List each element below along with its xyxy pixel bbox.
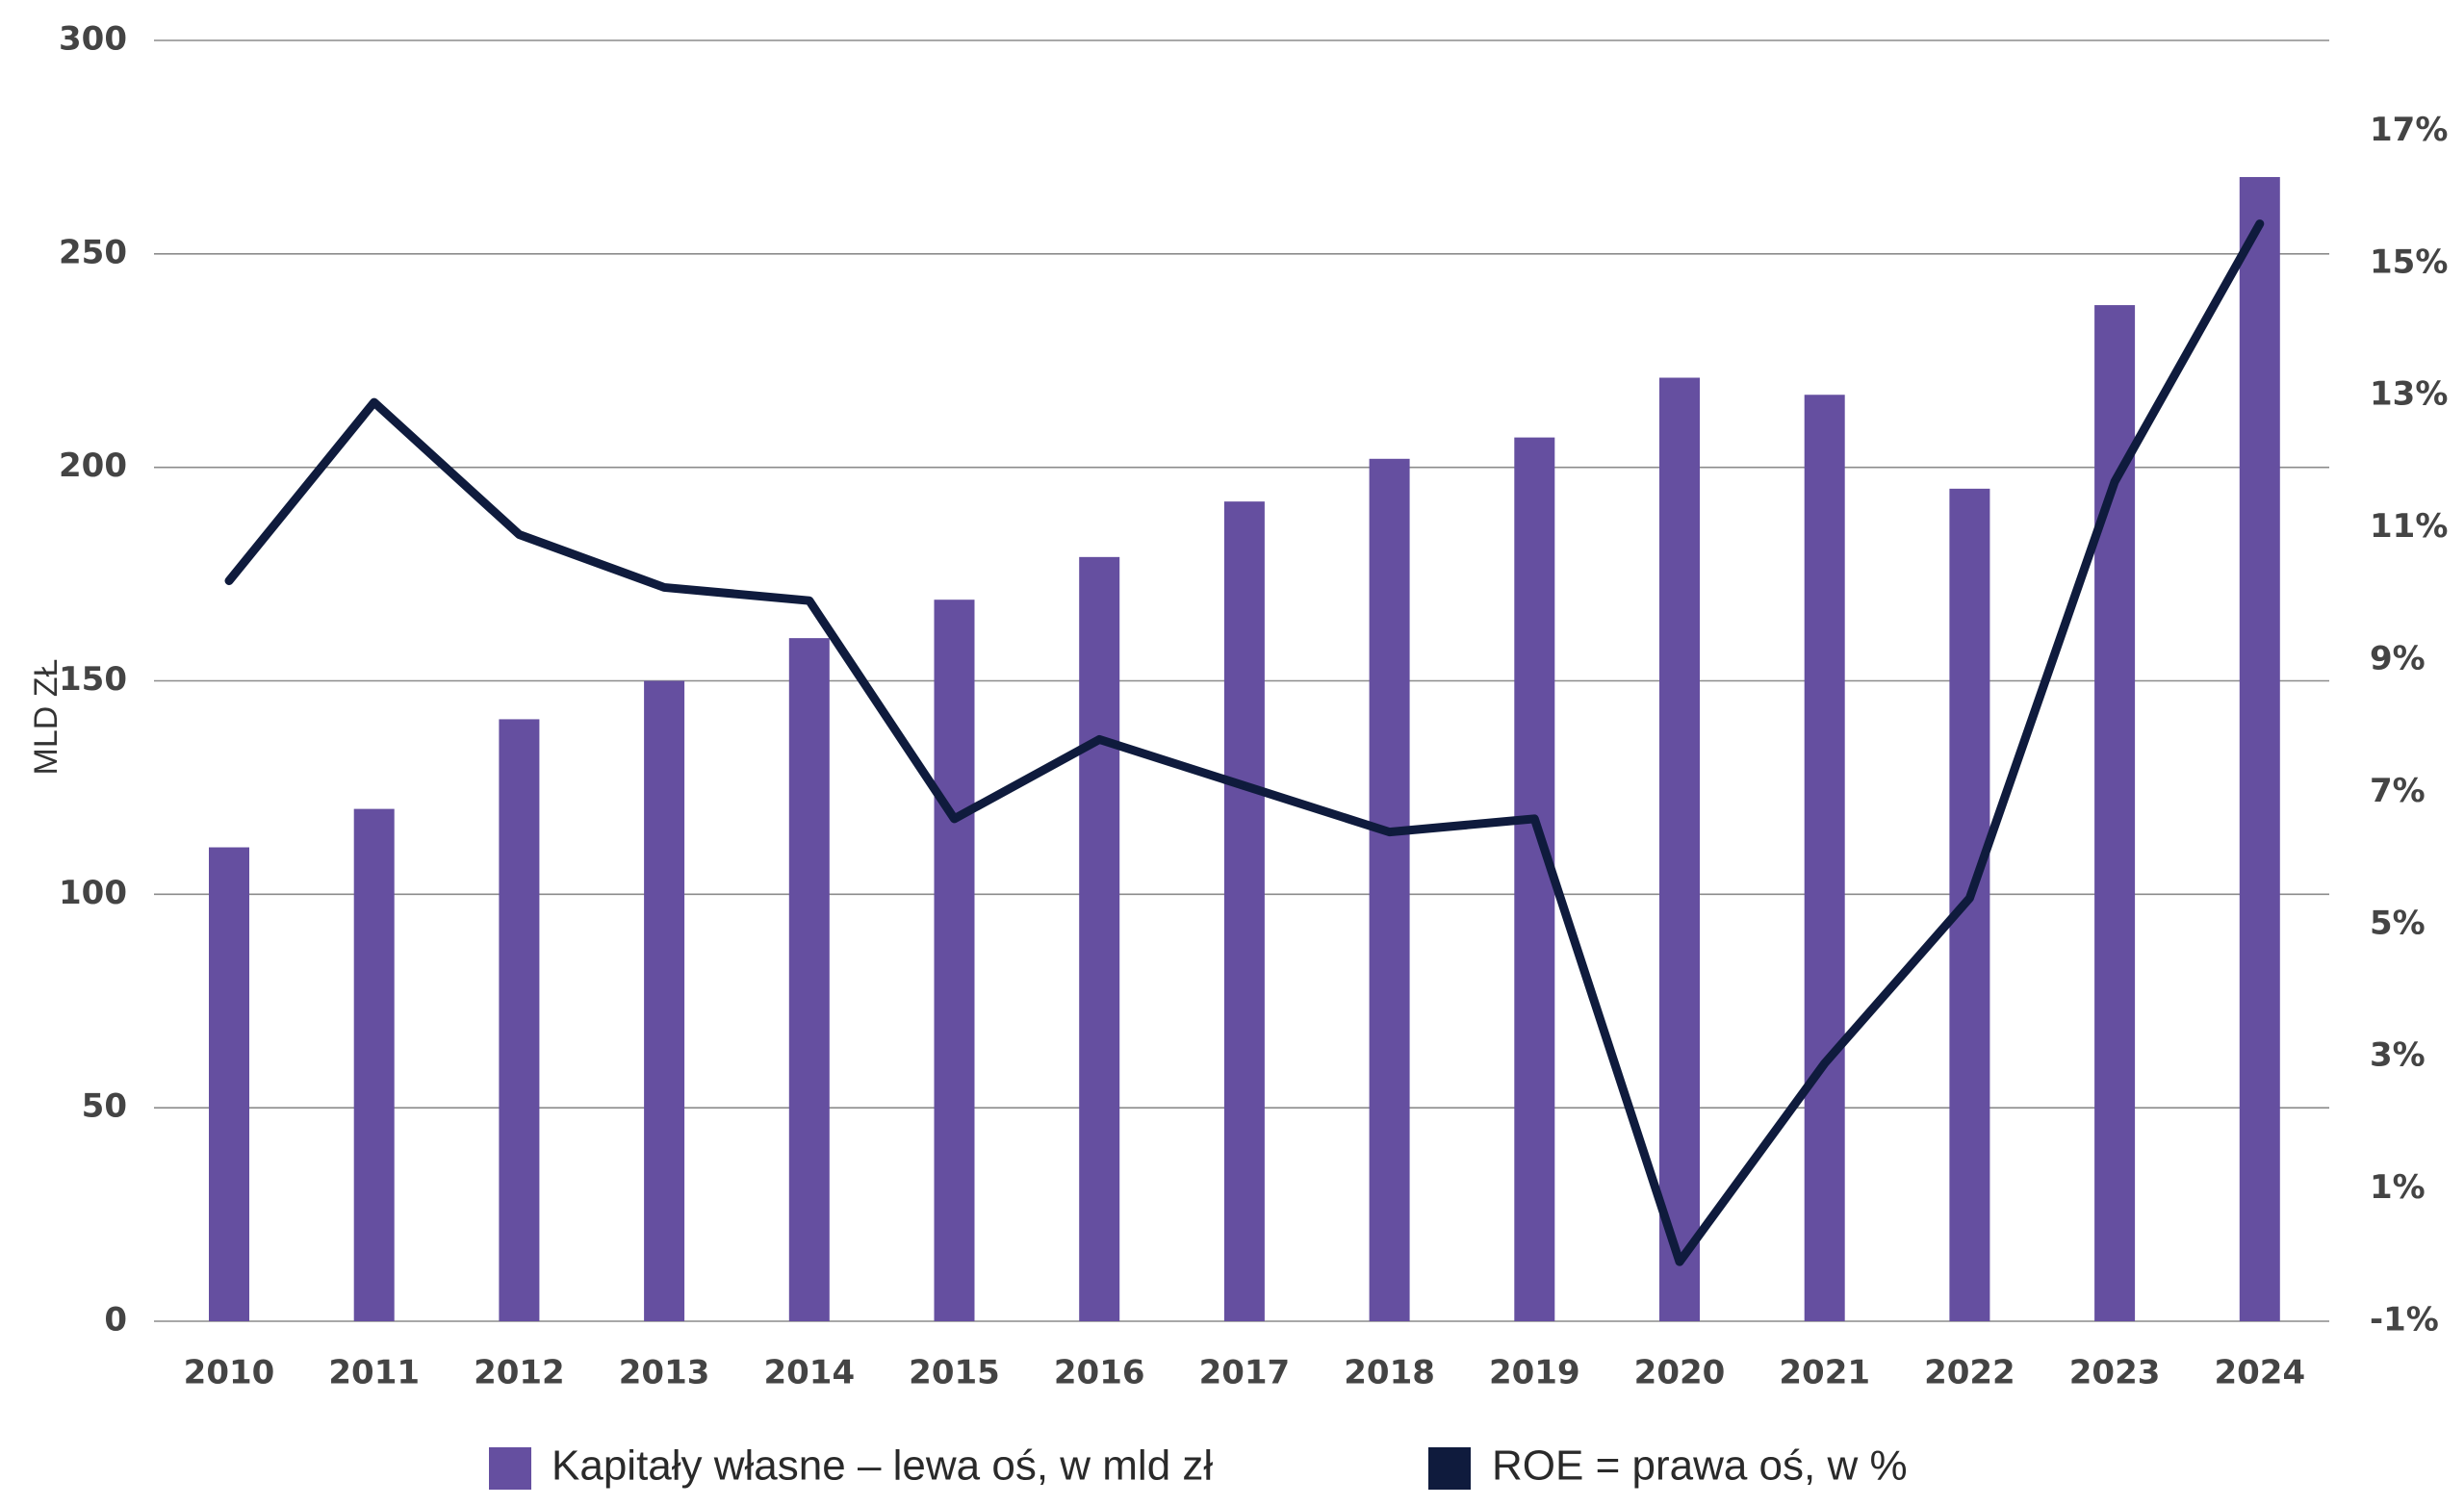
roe-point xyxy=(1678,1260,1681,1264)
x-tick-label: 2017 xyxy=(1199,1354,1291,1392)
bar xyxy=(788,638,830,1321)
bar xyxy=(1514,437,1555,1321)
roe-point xyxy=(372,400,376,405)
right-tick-label: 13% xyxy=(2370,375,2448,414)
x-tick-label: 2019 xyxy=(1489,1354,1580,1392)
right-tick-label: 5% xyxy=(2370,904,2426,942)
right-tick-label: 1% xyxy=(2370,1168,2426,1207)
bar-series xyxy=(209,176,2280,1322)
bar xyxy=(1079,556,1120,1321)
roe-point xyxy=(1242,783,1246,788)
x-tick-label: 2022 xyxy=(1924,1354,2015,1392)
roe-point xyxy=(227,578,231,583)
bar xyxy=(499,719,540,1321)
x-tick-label: 2021 xyxy=(1779,1354,1870,1392)
legend-label-roe: ROE = prawa oś, w % xyxy=(1492,1442,1908,1490)
x-tick-label: 2013 xyxy=(619,1354,710,1392)
right-axis-ticks: -1% 1% 3% 5% 7% 9% 11% 13% 15% 17% xyxy=(2370,111,2448,1340)
roe-point xyxy=(1387,830,1392,834)
bar xyxy=(1659,377,1700,1321)
x-tick-label: 2018 xyxy=(1344,1354,1435,1392)
roe-point xyxy=(1822,1061,1827,1066)
roe-point xyxy=(807,599,811,603)
x-tick-label: 2014 xyxy=(763,1354,855,1392)
roe-point xyxy=(1097,737,1102,742)
bar xyxy=(934,600,975,1321)
x-tick-label: 2011 xyxy=(328,1354,420,1392)
roe-point xyxy=(952,816,957,821)
right-tick-label: 17% xyxy=(2370,111,2448,149)
left-axis-ticks: 0 50 100 150 200 250 300 xyxy=(59,20,127,1340)
x-tick-label: 2023 xyxy=(2069,1354,2161,1392)
roe-point xyxy=(2113,479,2118,484)
legend-label-equity: Kapitały własne – lewa oś, w mld zł xyxy=(552,1442,1213,1490)
roe-point xyxy=(2257,221,2262,226)
roe-point xyxy=(662,585,667,590)
right-tick-label: 3% xyxy=(2370,1036,2426,1075)
bar xyxy=(1949,488,1990,1322)
left-tick-label: 250 xyxy=(59,233,127,271)
x-tick-label: 2010 xyxy=(184,1354,275,1392)
right-tick-label: 7% xyxy=(2370,772,2426,810)
roe-point xyxy=(1967,896,1972,901)
right-tick-label: 9% xyxy=(2370,640,2426,678)
x-tick-label: 2015 xyxy=(909,1354,1000,1392)
line-series xyxy=(224,219,2265,1266)
left-tick-label: 150 xyxy=(59,660,127,699)
right-tick-label: -1% xyxy=(2370,1301,2439,1340)
bar xyxy=(2239,176,2280,1321)
left-tick-label: 300 xyxy=(59,20,127,59)
left-axis-title: MLD ZŁ xyxy=(28,659,64,776)
left-tick-label: 100 xyxy=(59,874,127,912)
bar xyxy=(644,680,685,1321)
bar xyxy=(353,808,395,1321)
x-tick-label: 2024 xyxy=(2214,1354,2305,1392)
bar xyxy=(1223,501,1265,1321)
roe-point xyxy=(1532,816,1537,821)
x-tick-label: 2020 xyxy=(1634,1354,1726,1392)
legend: Kapitały własne – lewa oś, w mld zł ROE … xyxy=(489,1442,1908,1490)
bar xyxy=(1804,395,1845,1321)
legend-swatch-roe xyxy=(1428,1447,1471,1490)
left-tick-label: 200 xyxy=(59,447,127,485)
bar xyxy=(1369,458,1410,1321)
x-axis-ticks: 2010 2011 2012 2013 2014 2015 2016 2017 2018 2019… xyxy=(184,1354,2305,1392)
left-tick-label: 50 xyxy=(82,1087,127,1126)
legend-swatch-equity xyxy=(489,1447,531,1490)
right-tick-label: 15% xyxy=(2370,242,2448,281)
left-tick-label: 0 xyxy=(104,1301,127,1340)
x-tick-label: 2016 xyxy=(1054,1354,1145,1392)
roe-point xyxy=(517,532,522,537)
right-tick-label: 11% xyxy=(2370,507,2448,546)
bar xyxy=(209,847,249,1321)
x-tick-label: 2012 xyxy=(474,1354,565,1392)
